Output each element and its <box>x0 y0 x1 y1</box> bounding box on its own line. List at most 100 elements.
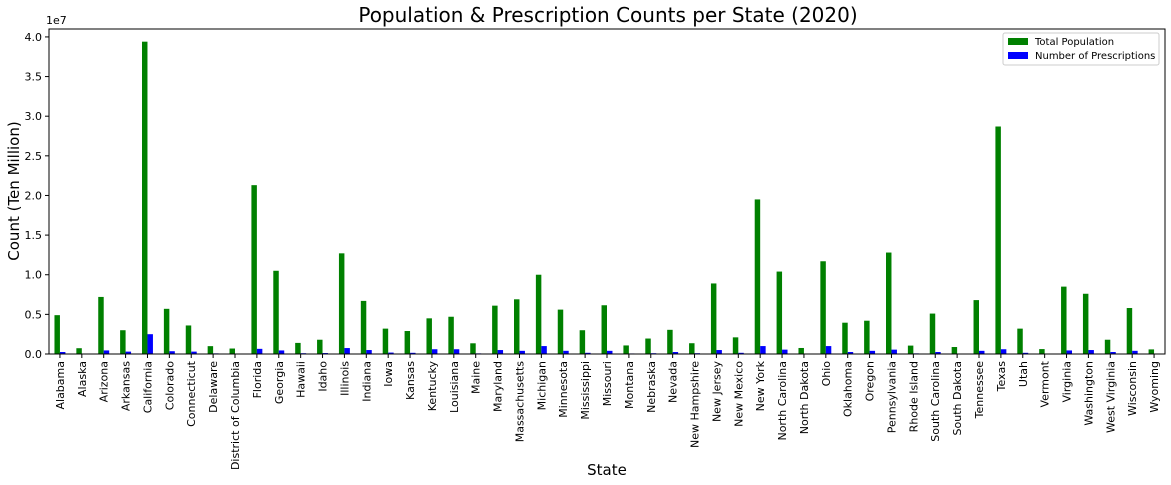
bar-population-2 <box>98 296 104 354</box>
x-tick-label: Louisiana <box>448 361 461 413</box>
x-tick-label: Oklahoma <box>842 361 855 417</box>
bar-prescriptions-49 <box>1132 350 1138 354</box>
x-tick-label: Missouri <box>601 361 614 406</box>
x-tick-label: Maine <box>470 361 483 394</box>
bar-prescriptions-9 <box>256 348 263 354</box>
bar-prescriptions-22 <box>541 346 547 354</box>
bar-population-5 <box>163 308 170 354</box>
bar-prescriptions-31 <box>738 352 744 354</box>
bar-prescriptions-28 <box>672 352 679 354</box>
x-tick-label: New York <box>754 360 767 411</box>
bar-prescriptions-18 <box>453 349 460 354</box>
bar-prescriptions-6 <box>191 351 197 354</box>
bar-population-39 <box>907 345 914 354</box>
legend-label: Total Population <box>1034 37 1114 48</box>
bar-population-32 <box>754 199 761 354</box>
legend-swatch <box>1008 38 1028 45</box>
x-tick-label: Texas <box>995 361 1008 393</box>
chart-title: Population & Prescription Counts per Sta… <box>358 3 857 27</box>
bar-population-37 <box>864 320 870 354</box>
bar-population-47 <box>1082 293 1089 354</box>
bar-population-0 <box>54 315 60 354</box>
bar-population-31 <box>732 337 739 354</box>
x-tick-label: Minnesota <box>557 361 570 418</box>
y-tick-label: 4.0 <box>25 31 43 44</box>
bar-population-21 <box>514 299 520 354</box>
bar-population-24 <box>579 330 586 354</box>
legend-label: Number of Prescriptions <box>1035 51 1155 62</box>
x-tick-label: North Dakota <box>798 361 811 434</box>
x-tick-label: Tennessee <box>973 361 986 420</box>
x-tick-label: Delaware <box>207 361 220 413</box>
y-axis: 0.0 0.5 1.0 1.5 2.0 2.5 3.0 3.5 4.0 <box>25 31 49 361</box>
y-tick-label: 0.5 <box>25 308 43 321</box>
x-tick-label: New Hampshire <box>689 361 702 448</box>
bar-population-34 <box>798 347 804 354</box>
y-tick-label: 3.5 <box>25 71 43 84</box>
bar-population-20 <box>492 305 498 354</box>
bar-population-26 <box>623 345 629 354</box>
plot-frame <box>48 28 1166 355</box>
bar-prescriptions-46 <box>1066 350 1072 354</box>
bar-population-23 <box>557 309 564 354</box>
y-offset-text: 1e7 <box>46 14 67 27</box>
x-tick-label: Pennsylvania <box>885 361 898 433</box>
bar-population-36 <box>842 322 848 354</box>
y-tick-label: 1.5 <box>25 229 43 242</box>
bar-population-40 <box>929 313 936 354</box>
bar-prescriptions-36 <box>847 352 854 354</box>
bar-population-12 <box>317 339 323 354</box>
x-tick-label: Vermont <box>1039 360 1052 407</box>
x-tick-label: District of Columbia <box>229 361 242 470</box>
x-tick-label: Kentucky <box>426 361 439 412</box>
x-tick-label: Alabama <box>54 361 67 410</box>
x-tick-label: South Carolina <box>929 361 942 442</box>
bar-prescriptions-10 <box>278 350 285 354</box>
x-tick-label: Utah <box>1017 361 1030 387</box>
bar-prescriptions-17 <box>431 349 438 354</box>
bar-prescriptions-43 <box>1000 349 1007 354</box>
x-tick-label: Illinois <box>338 361 351 396</box>
x-tick-label: Indiana <box>360 361 373 402</box>
bar-prescriptions-20 <box>497 350 504 354</box>
bar-population-14 <box>360 300 367 354</box>
bar-prescriptions-30 <box>716 350 722 354</box>
x-tick-label: Wyoming <box>1148 361 1161 413</box>
legend: Total Population Number of Prescriptions <box>1002 32 1160 66</box>
bar-population-27 <box>645 338 651 354</box>
bar-population-46 <box>1061 286 1067 354</box>
x-tick-label: New Mexico <box>732 361 745 427</box>
bar-population-35 <box>820 261 826 354</box>
x-tick-label: South Dakota <box>951 361 964 435</box>
x-tick-label: Connecticut <box>185 360 198 427</box>
x-tick-label: Washington <box>1082 361 1095 426</box>
x-tick-label: California <box>141 361 154 413</box>
bar-population-22 <box>535 274 542 354</box>
y-tick-label: 3.0 <box>25 110 43 123</box>
bar-prescriptions-44 <box>1022 352 1029 354</box>
bar-population-3 <box>120 330 126 354</box>
bar-prescriptions-48 <box>1110 352 1116 354</box>
bar-population-43 <box>995 126 1001 354</box>
y-tick-label: 0.0 <box>25 348 43 361</box>
x-tick-label: Kansas <box>404 361 417 400</box>
bar-prescriptions-2 <box>103 350 110 354</box>
bar-population-8 <box>229 348 235 354</box>
x-tick-label: Wisconsin <box>1126 361 1139 416</box>
bar-population-33 <box>776 271 783 354</box>
bar-population-18 <box>448 316 454 354</box>
bar-population-11 <box>295 342 301 354</box>
bar-prescriptions-21 <box>519 350 525 354</box>
x-tick-label: Iowa <box>382 361 395 387</box>
bar-population-48 <box>1104 339 1111 354</box>
y-tick-label: 1.0 <box>25 269 43 282</box>
x-tick-label: Ohio <box>820 361 833 387</box>
bar-prescriptions-14 <box>366 350 372 354</box>
x-tick-label: Michigan <box>535 361 548 410</box>
bar-prescriptions-24 <box>585 352 591 354</box>
bar-prescriptions-3 <box>125 351 132 354</box>
bar-prescriptions-15 <box>388 352 394 354</box>
bar-population-28 <box>667 329 673 354</box>
bar-population-30 <box>710 283 717 354</box>
x-tick-label: Hawaii <box>295 361 308 398</box>
